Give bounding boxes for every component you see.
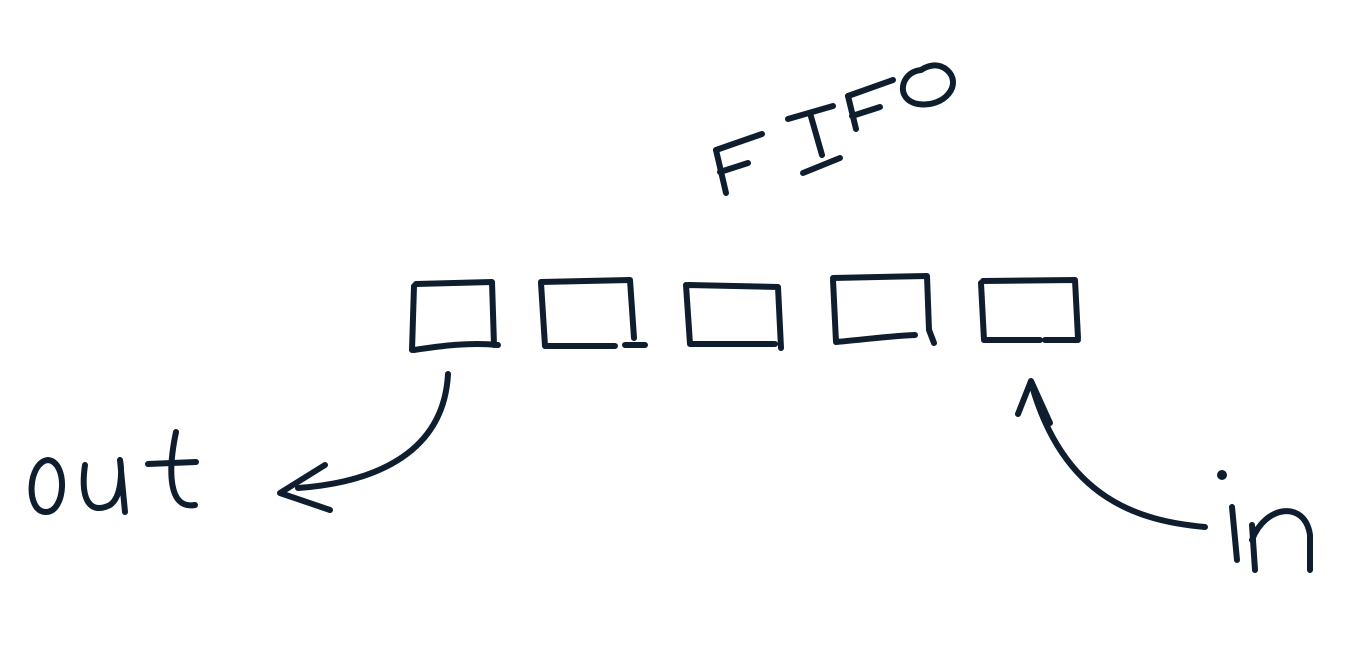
queue-slot: [409, 279, 501, 353]
queue-slots: [409, 273, 1081, 353]
in-arrow: [1015, 378, 1208, 530]
queue-slot: [978, 277, 1081, 343]
queue-slot: [683, 282, 784, 351]
out-arrow: [277, 371, 451, 513]
queue-slot: [830, 273, 937, 346]
queue-slot: [538, 277, 648, 349]
in-label: in: [1217, 470, 1313, 573]
diagram-title: FIFO: [713, 62, 956, 196]
out-label: out: [28, 429, 199, 515]
